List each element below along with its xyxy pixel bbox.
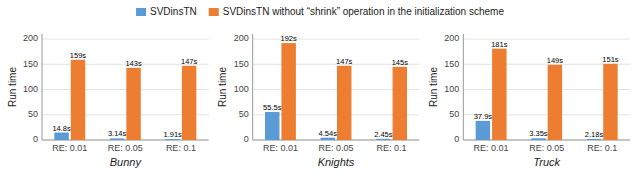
legend-label: SVDinsTN xyxy=(150,6,197,17)
data-label: 37.9s xyxy=(474,112,493,121)
x-tick-label: RE: 0.1 xyxy=(377,143,407,153)
data-label: 14.8s xyxy=(52,124,71,133)
y-tick-label: 50 xyxy=(239,109,249,119)
x-axis-label: Knights xyxy=(318,156,355,168)
data-labels: 37.9s 3.35s 2.18s 181s 149s 151s xyxy=(474,40,619,139)
y-axis-label: Run time xyxy=(217,67,228,107)
data-label: 151s xyxy=(602,55,619,64)
y-tick-label: 150 xyxy=(234,59,249,69)
data-label: 192s xyxy=(281,34,298,43)
bar xyxy=(321,138,335,140)
bars xyxy=(265,43,407,140)
bar xyxy=(587,139,601,140)
bar xyxy=(126,68,140,140)
y-tick-label: 200 xyxy=(234,33,249,43)
data-labels: 55.5s 4.54s 2.45s 192s 147s 145s xyxy=(263,34,408,139)
y-tick-label: 0 xyxy=(244,134,249,144)
legend: SVDinsTN SVDinsTN without “shrink” operat… xyxy=(136,6,504,17)
y-tick-label: 200 xyxy=(444,33,459,43)
data-label: 149s xyxy=(547,56,564,65)
data-label: 55.5s xyxy=(263,103,282,112)
y-axis-line xyxy=(463,34,464,140)
x-tick-label: RE: 0.05 xyxy=(108,143,143,153)
data-label: 181s xyxy=(491,40,508,49)
data-label: 3.35s xyxy=(529,129,548,138)
y-tick-label: 150 xyxy=(23,59,38,69)
bar xyxy=(393,67,407,140)
x-tick-label: RE: 0.05 xyxy=(529,143,564,153)
data-label: 1.91s xyxy=(163,130,182,139)
data-label: 159s xyxy=(70,51,87,60)
bar xyxy=(337,66,351,140)
data-label: 2.18s xyxy=(585,130,604,139)
data-labels: 14.8s 3.14s 1.91s 159s 143s 147s xyxy=(52,51,197,139)
subplot: 0 50 100 150 200 Run time 55.5s 4.54s 2.45s 192s 1… xyxy=(217,33,419,168)
y-tick-label: 50 xyxy=(28,109,38,119)
chart-figure: 050100150200Run time14.8s3.14s1.91s159s1… xyxy=(0,0,640,176)
x-tick-label: RE: 0.01 xyxy=(474,143,509,153)
bars xyxy=(54,60,196,140)
data-label: 3.14s xyxy=(108,129,127,138)
x-axis-label: Truck xyxy=(533,156,560,168)
bar xyxy=(110,138,124,140)
subplot: 050100150200Run time14.8s3.14s1.91s159s1… xyxy=(7,33,209,168)
bar xyxy=(548,65,562,140)
x-tick-label: RE: 0.1 xyxy=(587,143,617,153)
bar xyxy=(376,139,390,140)
data-label: 143s xyxy=(125,59,142,68)
bar xyxy=(182,66,196,140)
legend-item: SVDinsTN without “shrink” operation in t… xyxy=(209,6,505,17)
bar xyxy=(492,49,506,140)
y-tick-label: 100 xyxy=(23,84,38,94)
bar xyxy=(603,64,617,140)
x-axis-label: Bunny xyxy=(110,156,143,168)
x-tick-label: RE: 0.01 xyxy=(52,143,87,153)
grid-line xyxy=(42,39,209,40)
y-tick-label: 0 xyxy=(33,134,38,144)
bar xyxy=(265,112,279,140)
y-tick-label: 100 xyxy=(234,84,249,94)
y-tick-label: 0 xyxy=(454,134,459,144)
y-tick-label: 150 xyxy=(444,59,459,69)
data-label: 147s xyxy=(336,57,353,66)
x-tick-label: RE: 0.05 xyxy=(318,143,353,153)
bar xyxy=(54,133,68,140)
data-label: 145s xyxy=(392,58,409,67)
y-tick-label: 200 xyxy=(23,33,38,43)
legend-item: SVDinsTN xyxy=(136,6,197,17)
data-label: 147s xyxy=(181,57,198,66)
subplot: 0 50 100 150 200 Run time 37.9s 3.35s 2.18s 181s 1… xyxy=(428,33,630,168)
grid-line xyxy=(463,39,630,40)
y-axis-label: Run time xyxy=(7,67,18,107)
x-tick-label: RE: 0.1 xyxy=(166,143,196,153)
bar xyxy=(281,43,295,140)
grid-line xyxy=(253,39,420,40)
y-axis-label: Run time xyxy=(428,67,439,107)
bar xyxy=(71,60,85,140)
y-axis-line xyxy=(252,34,253,140)
bars xyxy=(476,49,618,140)
bar xyxy=(531,138,545,140)
legend-label: SVDinsTN without “shrink” operation in t… xyxy=(223,6,505,17)
y-axis-line xyxy=(42,34,43,140)
data-label: 4.54s xyxy=(319,129,338,138)
data-label: 2.45s xyxy=(374,130,393,139)
legend-swatch xyxy=(209,8,219,16)
bar xyxy=(476,121,490,140)
y-tick-label: 100 xyxy=(444,84,459,94)
y-tick-label: 50 xyxy=(449,109,459,119)
x-tick-label: RE: 0.01 xyxy=(263,143,298,153)
legend-swatch xyxy=(136,8,146,16)
